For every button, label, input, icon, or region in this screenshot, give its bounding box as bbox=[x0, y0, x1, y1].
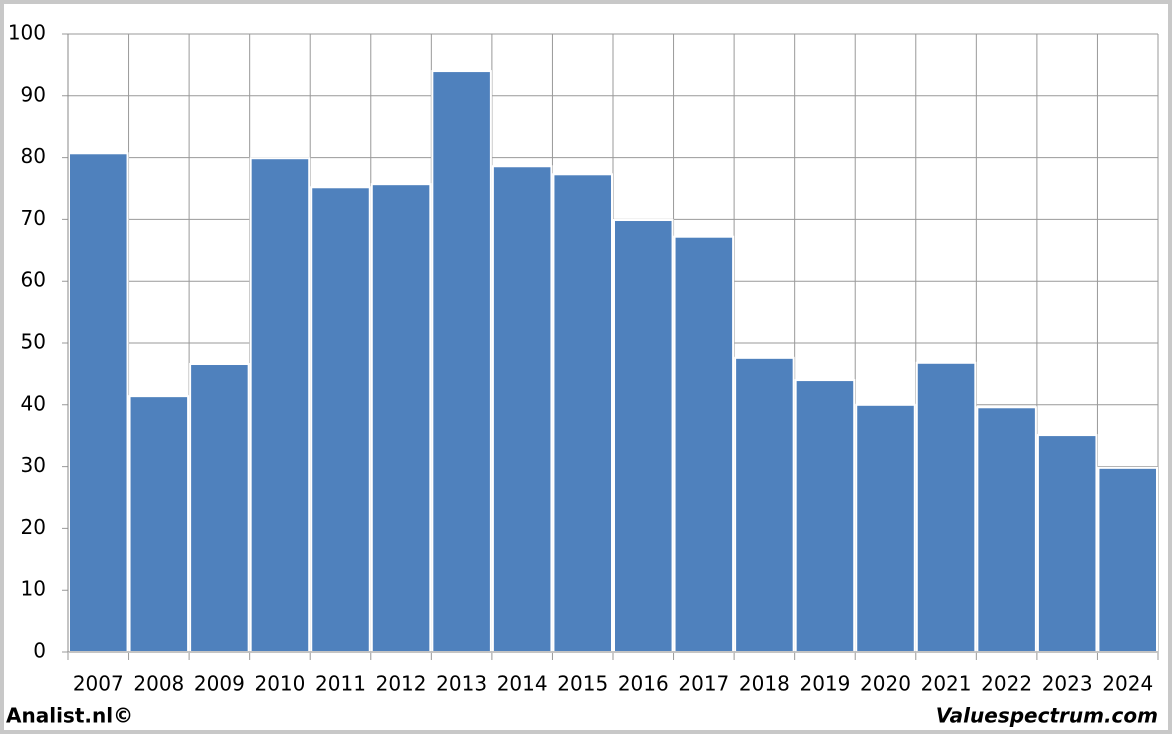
x-tick-label: 2012 bbox=[376, 672, 427, 696]
bar bbox=[491, 165, 553, 653]
bar bbox=[613, 219, 674, 653]
bar bbox=[855, 403, 916, 653]
x-tick-label: 2022 bbox=[981, 672, 1032, 696]
x-tick-label: 2013 bbox=[436, 672, 487, 696]
bar bbox=[68, 152, 129, 654]
y-tick-label: 60 bbox=[21, 268, 46, 292]
y-tick-label: 70 bbox=[21, 206, 46, 230]
bar bbox=[915, 361, 977, 653]
x-tick-label: 2011 bbox=[315, 672, 366, 696]
x-tick-label: 2016 bbox=[618, 672, 669, 696]
bar bbox=[794, 379, 856, 653]
x-tick-label: 2010 bbox=[254, 672, 305, 696]
x-tick-label: 2019 bbox=[799, 672, 850, 696]
x-tick-label: 2008 bbox=[133, 672, 184, 696]
y-tick-label: 10 bbox=[21, 577, 46, 601]
y-tick-label: 40 bbox=[21, 391, 46, 415]
bar bbox=[734, 356, 795, 653]
y-tick-label: 80 bbox=[21, 144, 46, 168]
x-tick-label: 2021 bbox=[921, 672, 972, 696]
x-tick-label: 2023 bbox=[1042, 672, 1093, 696]
x-tick-label: 2014 bbox=[497, 672, 548, 696]
x-tick-label: 2018 bbox=[739, 672, 790, 696]
bar bbox=[673, 235, 735, 653]
x-tick-label: 2017 bbox=[678, 672, 729, 696]
bar bbox=[189, 363, 250, 653]
x-tick-label: 2009 bbox=[194, 672, 245, 696]
credit-right: Valuespectrum.com bbox=[936, 704, 1158, 728]
bar bbox=[976, 406, 1037, 653]
credit-left: Analist.nl© bbox=[6, 704, 133, 728]
x-tick-label: 2007 bbox=[73, 672, 124, 696]
y-tick-label: 0 bbox=[33, 639, 46, 663]
bar bbox=[128, 395, 190, 654]
y-tick-label: 50 bbox=[21, 330, 46, 354]
y-tick-label: 30 bbox=[21, 453, 46, 477]
bar bbox=[310, 186, 371, 653]
bar bbox=[1097, 466, 1159, 653]
x-tick-label: 2015 bbox=[557, 672, 608, 696]
y-tick-label: 100 bbox=[8, 21, 46, 45]
bar bbox=[552, 173, 614, 653]
y-tick-label: 20 bbox=[21, 515, 46, 539]
bar bbox=[1036, 434, 1098, 653]
bar bbox=[249, 157, 311, 654]
x-tick-label: 2020 bbox=[860, 672, 911, 696]
bar bbox=[370, 183, 432, 653]
bar bbox=[431, 70, 492, 653]
y-tick-label: 90 bbox=[21, 82, 46, 106]
x-tick-label: 2024 bbox=[1102, 672, 1153, 696]
